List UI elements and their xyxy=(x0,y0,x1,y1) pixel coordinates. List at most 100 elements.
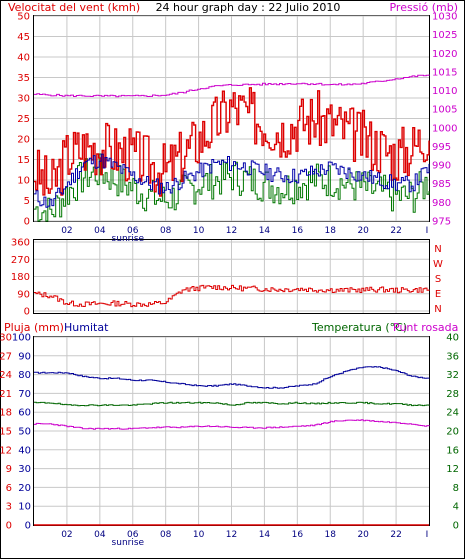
temperature-tick-label: 0 xyxy=(453,521,459,532)
pressure-tick-label: 990 xyxy=(432,161,451,172)
temperature-tick-label: 12 xyxy=(446,464,459,475)
pressure-axis-title: Pressió (mb) xyxy=(389,1,458,14)
pressure-series xyxy=(34,74,430,98)
x-tick-label: 06 xyxy=(127,530,139,540)
x-tick-label: 22 xyxy=(390,226,401,236)
wind-tick-label: 20 xyxy=(17,135,30,146)
rain-tick-label: 9 xyxy=(6,464,12,475)
rain-tick-label: 12 xyxy=(0,445,12,456)
wind-tick-label: 15 xyxy=(17,155,30,166)
direction-tick-label: 270 xyxy=(11,255,30,266)
humidity-tick-label: 30 xyxy=(18,464,31,475)
temperature-series xyxy=(34,401,430,407)
temperature-tick-label: 16 xyxy=(446,445,459,456)
dewpoint-legend: Punt rosada xyxy=(393,321,458,334)
sunrise-label: sunrise xyxy=(112,234,145,244)
rain-tick-label: 15 xyxy=(0,427,12,438)
pressure-tick-label: 995 xyxy=(432,142,451,153)
direction-tick-label: 180 xyxy=(11,272,30,283)
wind-direction-series xyxy=(34,284,430,308)
x-tick-label: 12 xyxy=(226,530,237,540)
x-tick-label: 12 xyxy=(226,226,237,236)
x-tick-label: 10 xyxy=(193,226,205,236)
direction-tick-label: 360 xyxy=(11,238,30,249)
temperature-legend: Temperatura (°C) xyxy=(311,321,407,334)
compass-label: W xyxy=(433,259,443,270)
x-tick-label: 10 xyxy=(193,530,205,540)
humidity-tick-label: 40 xyxy=(18,445,31,456)
x-tick-label: 22 xyxy=(390,530,401,540)
sunrise-label: sunrise xyxy=(112,538,145,548)
wind-tick-label: 25 xyxy=(17,114,30,125)
pressure-tick-label: 975 xyxy=(432,217,451,228)
x-tick-label: 14 xyxy=(259,530,271,540)
pressure-tick-label: 1030 xyxy=(432,12,457,23)
humidity-tick-label: 100 xyxy=(12,333,31,344)
humidity-tick-label: 90 xyxy=(18,351,31,362)
x-tick-label: 04 xyxy=(94,530,106,540)
wind-tick-label: 50 xyxy=(17,12,30,23)
wind-tick-label: 0 xyxy=(24,217,30,228)
rain-tick-label: 27 xyxy=(0,351,12,362)
x-tick-label: 08 xyxy=(160,226,172,236)
rain-tick-label: 3 xyxy=(6,502,12,513)
rain-tick-label: 30 xyxy=(0,333,12,344)
wind-tick-label: 5 xyxy=(24,196,30,207)
x-end-tick: I xyxy=(426,530,429,540)
rain-tick-label: 0 xyxy=(6,521,12,532)
temperature-tick-label: 4 xyxy=(453,502,459,513)
direction-tick-label: 90 xyxy=(17,289,30,300)
direction-tick-label: 0 xyxy=(24,307,30,318)
pressure-tick-label: 1020 xyxy=(432,49,457,60)
pressure-tick-label: 1000 xyxy=(432,123,457,134)
dewpoint-series xyxy=(34,419,430,430)
x-tick-label: 02 xyxy=(61,530,72,540)
x-end-tick: I xyxy=(426,226,429,236)
temperature-tick-label: 40 xyxy=(446,333,459,344)
wind-axis-title: Velocitat del vent (kmh) xyxy=(8,1,140,14)
x-tick-label: 20 xyxy=(357,226,369,236)
temperature-tick-label: 8 xyxy=(453,483,459,494)
x-tick-label: 04 xyxy=(94,226,106,236)
rain-legend: Pluja (mm) xyxy=(4,321,64,334)
pressure-tick-label: 1025 xyxy=(432,30,457,41)
series-layer xyxy=(34,74,430,526)
wind-avg-series xyxy=(34,153,430,208)
chart-title: 24 hour graph day : 22 Julio 2010 xyxy=(156,1,341,14)
rain-tick-label: 18 xyxy=(0,408,12,419)
compass-label: E xyxy=(435,289,441,300)
wind-tick-label: 45 xyxy=(17,32,30,43)
humidity-tick-label: 10 xyxy=(18,502,31,513)
humidity-tick-label: 0 xyxy=(25,521,31,532)
compass-label: N xyxy=(434,244,441,255)
pressure-tick-label: 980 xyxy=(432,198,451,209)
x-tick-label: 02 xyxy=(61,226,72,236)
x-tick-label: 18 xyxy=(325,226,337,236)
x-tick-label: 14 xyxy=(259,226,271,236)
humidity-legend: Humitat xyxy=(64,321,109,334)
x-tick-label: 08 xyxy=(160,530,172,540)
pressure-tick-label: 1010 xyxy=(432,86,457,97)
humidity-tick-label: 80 xyxy=(18,370,31,381)
pressure-tick-label: 1005 xyxy=(432,105,457,116)
temperature-tick-label: 32 xyxy=(446,370,459,381)
rain-tick-label: 21 xyxy=(0,389,12,400)
humidity-tick-label: 60 xyxy=(18,408,31,419)
wind-tick-label: 35 xyxy=(17,73,30,84)
rain-tick-label: 6 xyxy=(6,483,12,494)
x-tick-label: 16 xyxy=(292,530,304,540)
compass-label: N xyxy=(434,304,441,315)
wind-tick-label: 30 xyxy=(17,94,30,105)
x-tick-label: 20 xyxy=(357,530,369,540)
humidity-tick-label: 50 xyxy=(18,427,31,438)
pressure-tick-label: 985 xyxy=(432,179,451,190)
x-tick-label: 18 xyxy=(325,530,337,540)
wind-tick-label: 10 xyxy=(17,176,30,187)
axis-ticks: 0202040406060808101012121414161618182020… xyxy=(0,12,459,549)
pressure-tick-label: 1015 xyxy=(432,67,457,78)
wind-gust-series xyxy=(34,153,430,222)
x-tick-label: 16 xyxy=(292,226,304,236)
humidity-tick-label: 70 xyxy=(18,389,31,400)
compass-label: S xyxy=(435,274,441,285)
